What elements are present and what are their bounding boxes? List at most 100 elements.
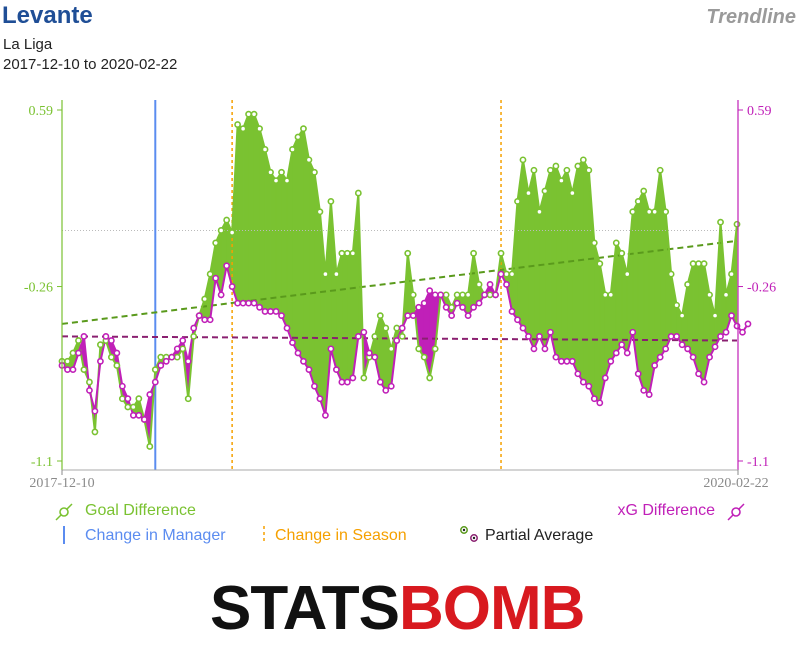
- competition-label: La Liga: [3, 36, 53, 53]
- goal-point: [612, 239, 620, 247]
- xg-point: [223, 262, 231, 270]
- goal-point: [464, 291, 472, 299]
- xg-point: [442, 303, 450, 311]
- fill-segment: [341, 253, 348, 383]
- xg-point: [733, 322, 741, 330]
- goal-point: [311, 168, 318, 176]
- goal-point: [261, 146, 269, 153]
- xg-point: [179, 337, 187, 344]
- xg-point: [118, 382, 126, 390]
- goal-point: [129, 403, 137, 411]
- goal-legend-icon: [59, 507, 69, 517]
- xg-point: [387, 382, 395, 390]
- goal-point: [459, 291, 467, 299]
- xg-point: [667, 332, 675, 340]
- fill-segment: [583, 159, 590, 387]
- goal-point: [228, 229, 236, 236]
- xg-point: [239, 299, 247, 307]
- xg-point: [86, 386, 93, 394]
- goal-point: [552, 162, 560, 170]
- view-mode-label[interactable]: Trendline: [706, 6, 796, 28]
- goal-point: [91, 428, 99, 436]
- goal-point: [629, 208, 637, 216]
- right-tick-label: 0.59: [747, 104, 772, 119]
- goal-point: [184, 395, 192, 403]
- goal-point: [376, 312, 384, 320]
- xg-point: [618, 341, 626, 349]
- goal-point: [689, 260, 697, 268]
- xg-point: [497, 270, 505, 278]
- xg-point: [184, 357, 192, 365]
- xg-point: [69, 366, 77, 374]
- goal-point: [179, 345, 187, 353]
- xg-point: [568, 357, 576, 365]
- goal-point: [530, 166, 538, 174]
- goal-point: [300, 125, 307, 133]
- statsbomb-logo: STATSBOMB: [210, 578, 585, 640]
- goal-point: [420, 353, 428, 361]
- xg-point: [129, 411, 137, 419]
- goal-point: [107, 353, 115, 361]
- goal-point: [497, 249, 505, 257]
- goal-point: [113, 362, 121, 369]
- goal-point: [601, 291, 609, 299]
- goal-point: [547, 166, 554, 174]
- goal-point: [316, 208, 324, 216]
- goal-point: [673, 301, 681, 309]
- goal-point: [453, 291, 461, 299]
- goal-point: [563, 166, 571, 174]
- goal-point: [349, 249, 357, 257]
- goal-point: [327, 197, 335, 205]
- xg-trendline: [61, 335, 738, 342]
- goal-point: [278, 168, 285, 176]
- xg-point: [102, 332, 110, 340]
- xg-legend-label: xG Difference: [617, 502, 715, 519]
- xg-point: [173, 345, 181, 353]
- xg-point: [470, 303, 477, 311]
- xg-point: [453, 299, 461, 307]
- xg-point: [267, 308, 274, 315]
- xg-point: [113, 349, 121, 357]
- xg-point: [459, 303, 467, 311]
- goal-point: [409, 291, 417, 299]
- manager-legend-label: Change in Manager: [85, 527, 226, 544]
- xg-point: [448, 312, 456, 320]
- xg-point: [261, 308, 269, 315]
- xg-point: [398, 324, 406, 332]
- goal-point: [634, 197, 642, 205]
- xg-point: [157, 362, 165, 369]
- goal-point: [338, 249, 346, 257]
- partial-average-legend-icon: [472, 536, 476, 540]
- xg-point: [481, 291, 488, 299]
- goal-point: [503, 270, 510, 278]
- xg-point: [492, 291, 499, 299]
- goal-point: [695, 260, 702, 268]
- xg-point: [503, 281, 510, 288]
- xg-point: [623, 349, 631, 357]
- xg-point: [739, 328, 746, 336]
- fill-segment: [615, 242, 623, 354]
- xg-point: [596, 399, 604, 407]
- goal-point: [508, 270, 516, 278]
- xg-point: [305, 366, 313, 374]
- xg-point: [530, 345, 538, 353]
- xg-point: [645, 391, 653, 398]
- xg-point: [728, 312, 735, 320]
- goal-point: [568, 189, 576, 197]
- xg-point: [684, 345, 692, 353]
- goal-point: [206, 270, 214, 278]
- fill-segment: [528, 170, 535, 349]
- goal-point: [157, 353, 165, 361]
- xg-point: [206, 316, 214, 324]
- goal-point: [382, 324, 390, 332]
- xg-point: [371, 353, 379, 361]
- xg-point: [574, 370, 582, 378]
- xg-point: [409, 312, 417, 320]
- xg-point: [146, 391, 154, 398]
- goal-point: [684, 281, 692, 288]
- goal-point: [393, 324, 401, 332]
- goal-point: [541, 187, 549, 195]
- fill-segment: [292, 136, 299, 354]
- xg-point: [162, 357, 170, 365]
